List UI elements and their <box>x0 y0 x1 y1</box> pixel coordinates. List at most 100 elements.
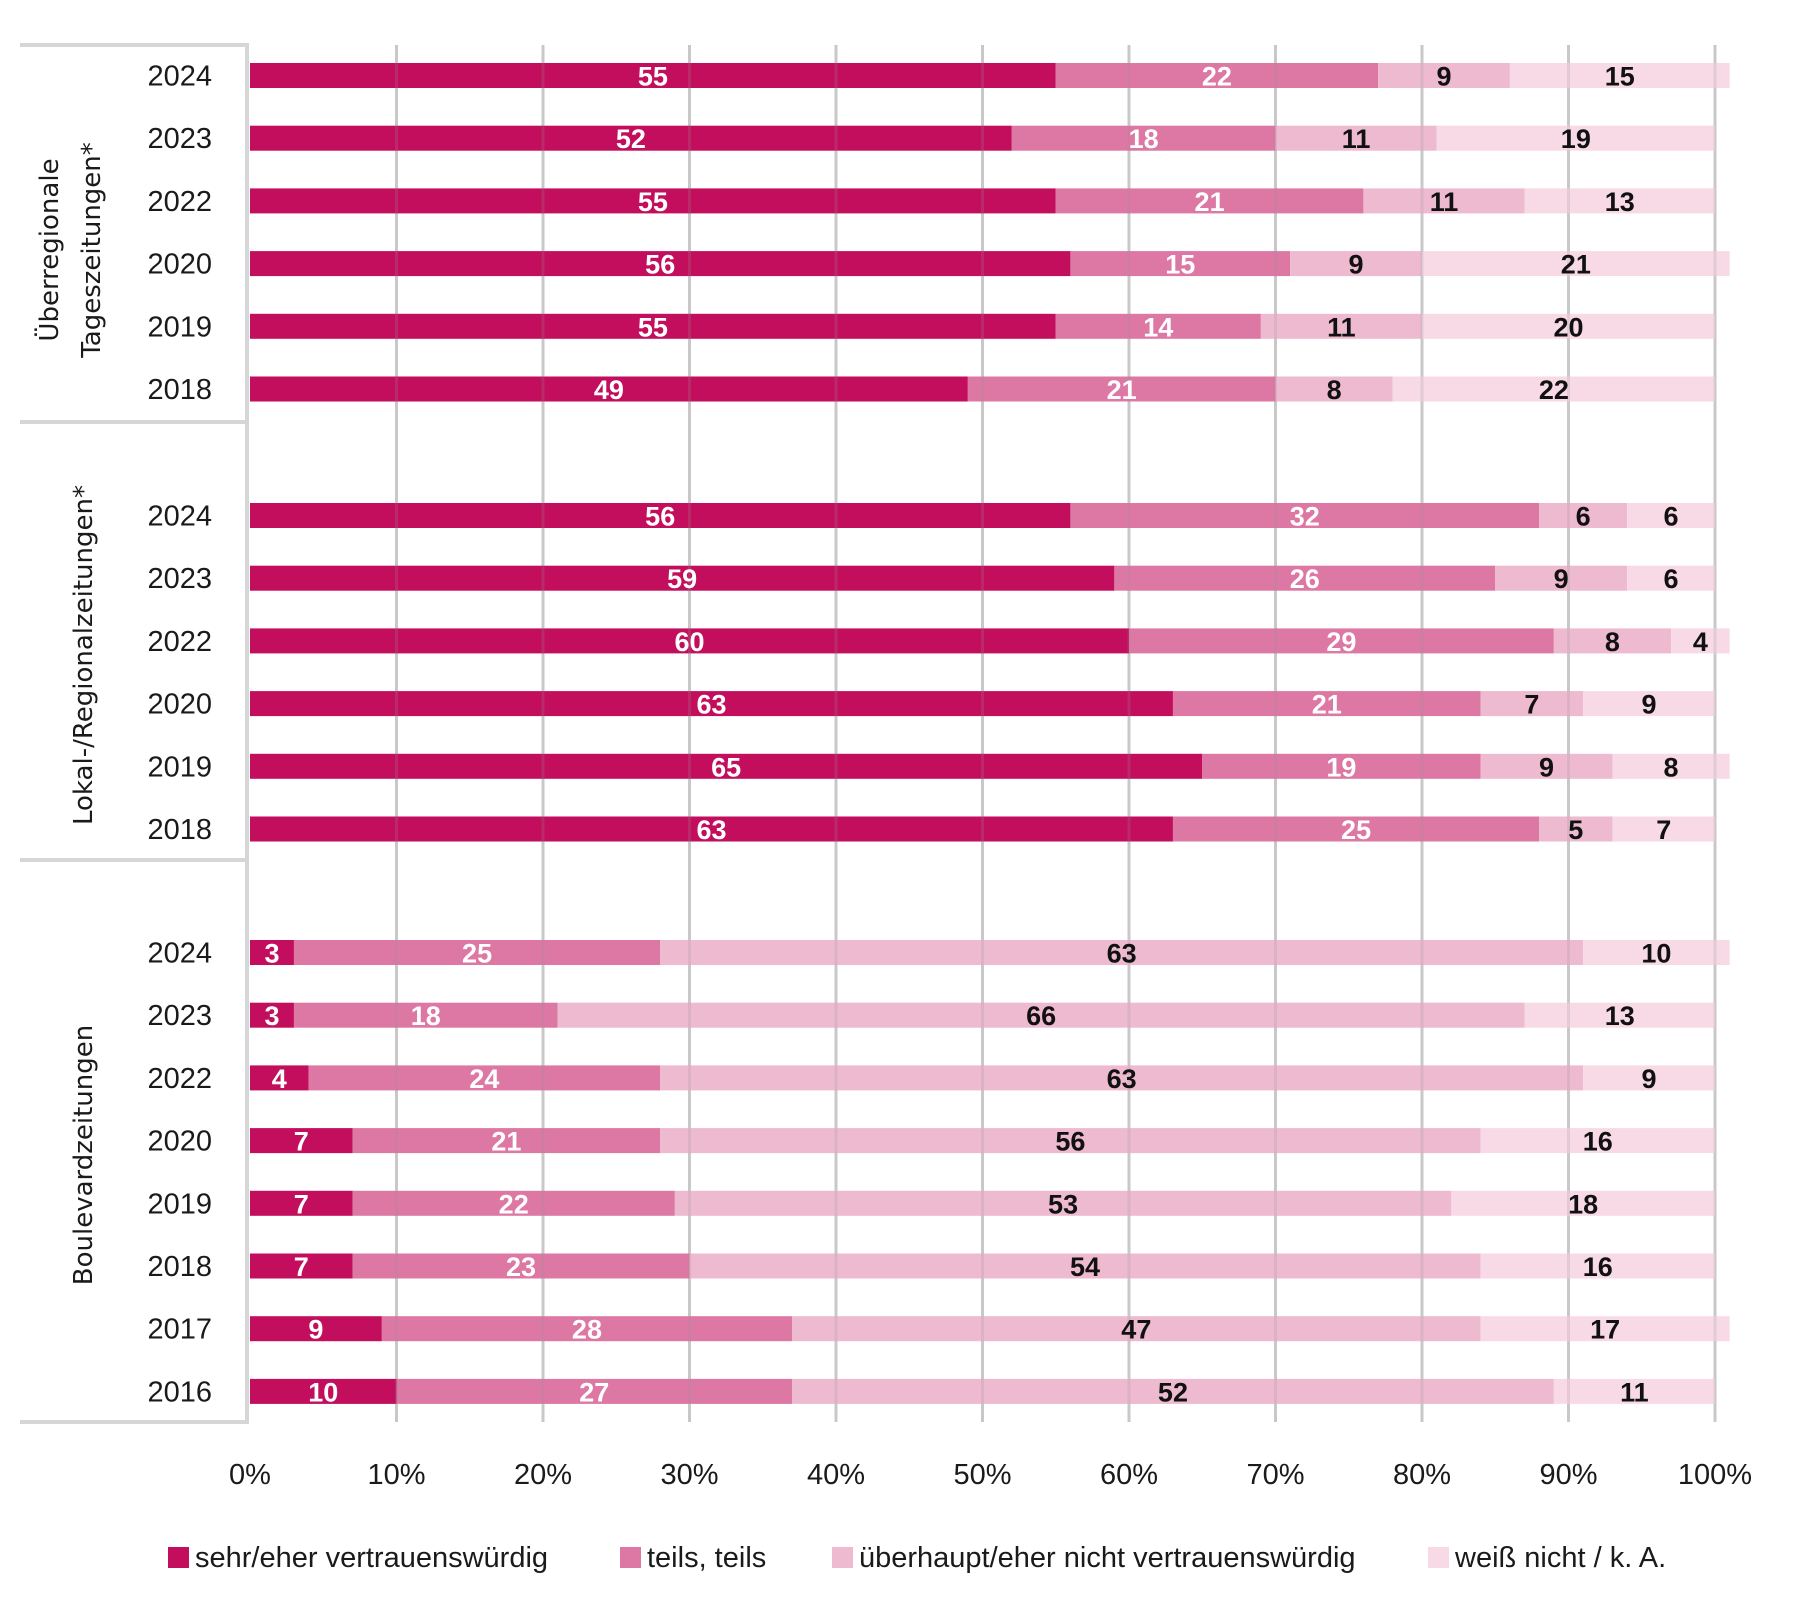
year-label: 2024 <box>147 938 212 970</box>
bar-segment <box>1583 940 1730 965</box>
data-label: 18 <box>1568 1189 1598 1219</box>
data-label: 22 <box>499 1189 529 1219</box>
year-label: 2019 <box>147 1188 212 1220</box>
data-label: 3 <box>264 939 279 969</box>
bar-segment <box>250 1190 353 1216</box>
bar-segment <box>1627 565 1715 591</box>
year-label: 2023 <box>147 123 212 155</box>
data-label: 25 <box>462 939 492 969</box>
data-label: 52 <box>616 124 646 154</box>
bar-segment <box>396 1378 793 1404</box>
data-label: 23 <box>506 1252 536 1282</box>
bar-segment <box>352 1128 661 1154</box>
year-label: 2024 <box>147 61 212 93</box>
data-label: 15 <box>1165 250 1195 280</box>
data-label: 63 <box>696 690 726 720</box>
bar-segment <box>792 1316 1481 1342</box>
data-label: 10 <box>1641 939 1671 969</box>
data-label: 49 <box>594 375 624 405</box>
bar-segment <box>1524 1002 1715 1028</box>
data-label: 7 <box>294 1252 309 1282</box>
bar-segment <box>1480 1316 1730 1342</box>
legend-swatch <box>1428 1547 1449 1568</box>
bar-segment <box>1055 63 1379 88</box>
bars <box>250 63 1730 1404</box>
bar-segment <box>1451 1190 1715 1216</box>
gridlines-overlay <box>395 45 1717 1422</box>
bar-segment <box>1480 1253 1715 1279</box>
data-label: 8 <box>1605 627 1620 657</box>
bar-segment <box>250 691 1173 717</box>
bar-segment <box>250 251 1071 277</box>
data-label: 63 <box>1107 1064 1137 1094</box>
bar-segment <box>1275 376 1393 402</box>
bar-segment <box>381 1316 793 1342</box>
data-label: 14 <box>1143 312 1173 342</box>
data-label: 26 <box>1290 564 1320 594</box>
data-label: 47 <box>1121 1315 1151 1345</box>
bar-segment <box>250 940 294 965</box>
bar-segment <box>250 565 1115 591</box>
data-label: 11 <box>1620 1377 1649 1407</box>
data-label: 15 <box>1605 62 1635 92</box>
data-label: 6 <box>1664 564 1679 594</box>
bar-segment <box>1070 251 1291 277</box>
bar-segment <box>1114 565 1496 591</box>
bar-segment <box>1172 691 1481 717</box>
bar-segment <box>1480 753 1613 779</box>
tick-label: 0% <box>229 1459 271 1491</box>
bar-segment <box>1055 313 1261 339</box>
group-labels: Überregionale Tageszeitungen* Lokal-/Regio… <box>33 142 107 1285</box>
bar-segment <box>293 1002 558 1028</box>
data-label: 8 <box>1664 752 1679 782</box>
bar-segment <box>1583 691 1715 717</box>
bar-segment <box>1172 816 1540 842</box>
year-label: 2023 <box>147 563 212 595</box>
tick-label: 70% <box>1246 1459 1304 1491</box>
bar-segment <box>1509 63 1730 88</box>
tick-label: 90% <box>1539 1459 1597 1491</box>
bar-segment <box>1011 125 1276 151</box>
data-label: 56 <box>645 502 675 532</box>
data-label: 20 <box>1553 312 1583 342</box>
data-label: 56 <box>1055 1127 1085 1157</box>
bar-segment <box>792 1378 1554 1404</box>
data-label: 7 <box>1524 690 1539 720</box>
group-label: Boulevardzeitungen <box>69 1025 99 1286</box>
data-label: 4 <box>1693 627 1708 657</box>
tick-label: 60% <box>1100 1459 1158 1491</box>
data-label: 59 <box>667 564 697 594</box>
data-label: 6 <box>1576 502 1591 532</box>
bar-segment <box>1671 628 1730 654</box>
data-label: 21 <box>1561 250 1591 280</box>
data-label: 63 <box>696 815 726 845</box>
bar-segment <box>1422 251 1730 277</box>
bar-segment <box>1612 753 1730 779</box>
data-label: 65 <box>711 752 741 782</box>
year-label: 2024 <box>147 501 212 533</box>
data-label: 8 <box>1327 375 1342 405</box>
legend-swatch <box>620 1547 641 1568</box>
bar-segment <box>250 753 1203 779</box>
year-label: 2019 <box>147 751 212 783</box>
bar-segment <box>1378 63 1510 88</box>
bar-segment <box>1422 313 1715 339</box>
data-label: 21 <box>491 1127 521 1157</box>
data-label: 55 <box>638 312 668 342</box>
data-label: 10 <box>308 1377 338 1407</box>
data-label: 7 <box>294 1189 309 1219</box>
bar-segment <box>660 940 1584 965</box>
year-label: 2022 <box>147 626 212 658</box>
data-label: 13 <box>1605 1001 1635 1031</box>
bar-segment <box>557 1002 1525 1028</box>
bar-segment <box>352 1253 690 1279</box>
data-label: 9 <box>1642 690 1657 720</box>
x-axis-tick-labels: 0% 10% 20% 30% 40% 50% 60% 70% 80% 90% 100% <box>229 1459 1752 1491</box>
data-label: 9 <box>1554 564 1569 594</box>
bar-segment <box>352 1190 675 1216</box>
data-label: 29 <box>1326 627 1356 657</box>
bar-segment <box>1612 816 1715 842</box>
bar-segment <box>250 1316 382 1342</box>
data-label: 11 <box>1430 187 1459 217</box>
